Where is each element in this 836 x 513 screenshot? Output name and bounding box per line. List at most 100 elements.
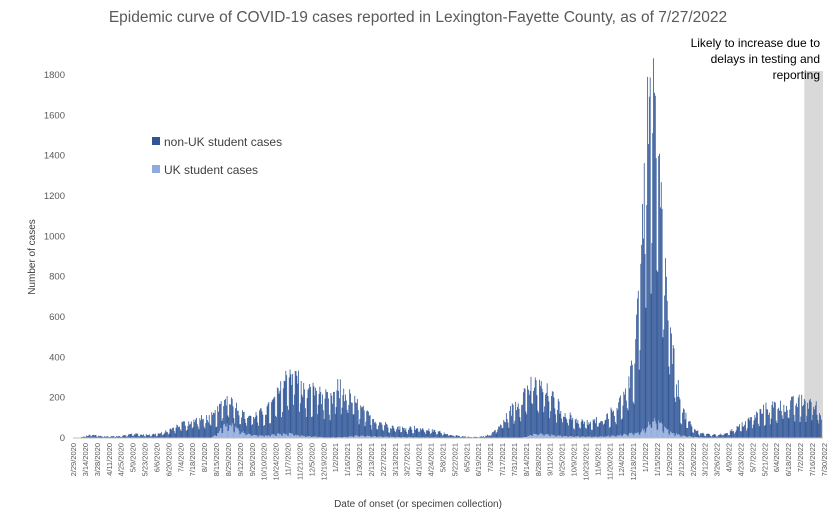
bar-non-uk — [659, 207, 661, 423]
bar-non-uk — [716, 436, 717, 438]
bar-non-uk — [415, 428, 417, 438]
bar-non-uk — [189, 424, 191, 438]
y-tick-label: 1200 — [44, 191, 65, 202]
bar-non-uk — [632, 401, 634, 435]
bar-non-uk — [329, 420, 331, 438]
bar-non-uk — [511, 403, 513, 438]
bar-uk — [667, 429, 669, 438]
bar-uk — [645, 431, 647, 438]
bar-non-uk — [675, 402, 677, 436]
bar-uk — [666, 429, 668, 438]
bar-uk — [607, 436, 609, 438]
bar-non-uk — [619, 397, 620, 436]
bar-non-uk — [413, 425, 415, 438]
bar-uk — [608, 435, 609, 438]
bar-non-uk — [659, 153, 660, 424]
bar-non-uk — [467, 436, 469, 438]
bar-non-uk — [121, 436, 123, 438]
bar-non-uk — [375, 423, 377, 437]
bar-non-uk — [306, 398, 308, 437]
x-tick-label: 4/24/2021 — [427, 443, 436, 476]
bar-non-uk — [213, 412, 214, 437]
bar-non-uk — [410, 427, 412, 438]
bar-non-uk — [359, 418, 361, 437]
bar-non-uk — [686, 428, 688, 438]
bar-non-uk — [115, 436, 116, 438]
bar-non-uk — [514, 420, 516, 438]
bar-non-uk — [316, 414, 318, 438]
bar-uk — [355, 435, 357, 438]
bar-non-uk — [161, 432, 162, 438]
bar-non-uk — [379, 422, 380, 437]
bar-non-uk — [445, 434, 447, 438]
bar-uk — [695, 436, 697, 438]
bar-non-uk — [450, 434, 452, 438]
bar-uk — [637, 432, 639, 438]
bar-uk — [241, 432, 242, 438]
bar-non-uk — [777, 408, 779, 438]
bar-non-uk — [717, 435, 719, 438]
bar-uk — [261, 435, 263, 438]
bar-non-uk — [524, 388, 526, 438]
bar-non-uk — [143, 434, 145, 438]
x-tick-label: 6/19/2021 — [474, 443, 483, 476]
bar-non-uk — [633, 403, 635, 436]
bar-non-uk — [490, 435, 492, 438]
bar-non-uk — [741, 422, 743, 438]
bar-uk — [543, 435, 545, 438]
bar-uk — [287, 435, 288, 438]
bar-uk — [262, 435, 264, 438]
bar-non-uk — [701, 433, 703, 438]
bar-non-uk — [683, 409, 685, 436]
bar-non-uk — [575, 418, 577, 437]
bar-non-uk — [110, 436, 111, 438]
bar-non-uk — [441, 433, 443, 438]
bar-non-uk — [664, 295, 666, 427]
bar-uk — [605, 436, 607, 438]
bar-non-uk — [606, 414, 608, 437]
bar-uk — [269, 436, 271, 438]
bar-uk — [290, 433, 292, 438]
bar-non-uk — [398, 429, 400, 438]
bar-uk — [681, 436, 683, 438]
bar-uk — [246, 435, 248, 438]
bar-uk — [350, 436, 352, 438]
bar-non-uk — [353, 414, 355, 438]
bar-non-uk — [126, 436, 128, 438]
bar-non-uk — [129, 434, 131, 438]
bar-non-uk — [486, 435, 488, 438]
bar-non-uk — [543, 412, 545, 436]
bar-uk — [545, 434, 547, 438]
bar-uk — [620, 436, 622, 438]
bar-non-uk — [803, 404, 804, 438]
bar-non-uk — [771, 404, 773, 438]
bar-non-uk — [230, 397, 232, 427]
bar-non-uk — [798, 394, 800, 438]
bar-non-uk — [566, 419, 568, 437]
bar-non-uk — [631, 364, 633, 434]
bar-non-uk — [698, 434, 700, 438]
bar-uk — [694, 436, 695, 438]
bar-non-uk — [740, 431, 741, 438]
bar-non-uk — [705, 434, 707, 438]
bar-uk — [623, 433, 625, 438]
bar-uk — [357, 436, 359, 438]
x-tick-label: 6/18/2022 — [784, 443, 793, 476]
bar-non-uk — [276, 387, 278, 434]
bar-non-uk — [498, 426, 500, 438]
chart-title: Epidemic curve of COVID-19 cases reporte… — [108, 9, 728, 26]
bar-non-uk — [736, 425, 738, 438]
x-tick-label: 1/29/2022 — [665, 443, 674, 476]
bar-uk — [213, 435, 215, 438]
bar-uk — [239, 433, 241, 438]
bar-uk — [684, 435, 686, 438]
bar-uk — [552, 434, 554, 438]
bar-non-uk — [431, 429, 433, 438]
bar-non-uk — [124, 435, 126, 438]
bar-non-uk — [687, 427, 689, 438]
bar-non-uk — [764, 424, 766, 438]
bar-non-uk — [337, 379, 339, 438]
x-tick-label: 1/1/2022 — [641, 443, 650, 472]
bar-non-uk — [523, 388, 525, 438]
bar-non-uk — [113, 435, 115, 438]
